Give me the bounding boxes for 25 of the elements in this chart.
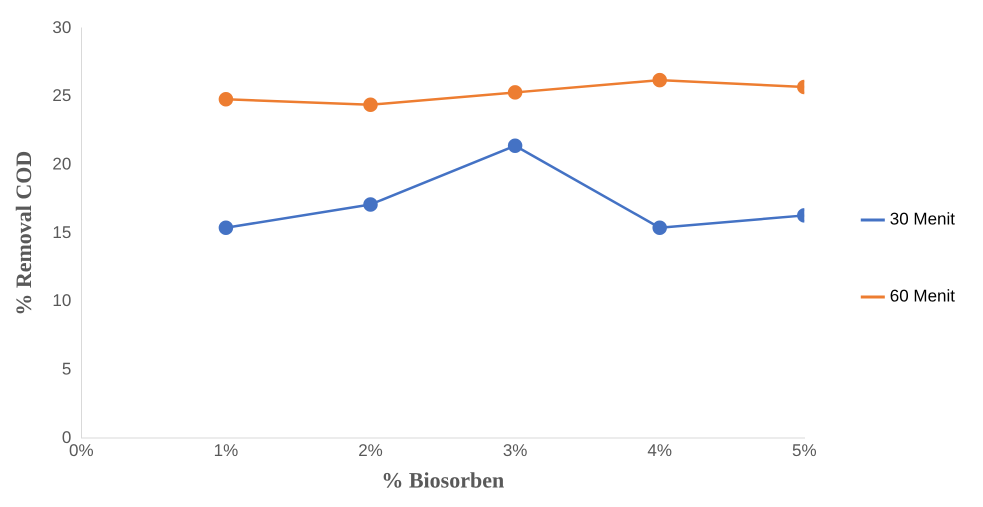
y-tick-label: 5	[62, 360, 72, 379]
y-tick-label: 0	[62, 428, 72, 447]
point	[508, 138, 522, 153]
x-tick-label: 0%	[69, 441, 94, 460]
y-tick-label: 20	[52, 154, 72, 174]
legend-label: 60 Menit	[890, 286, 956, 306]
x-axis-title: % Biosorben	[381, 467, 504, 492]
y-tick-label: 30	[52, 18, 72, 37]
x-tick-label: 3%	[502, 441, 528, 460]
y-axis-title: % Removal COD	[10, 150, 36, 316]
point	[508, 85, 522, 100]
point	[652, 220, 667, 235]
y-tick-label: 25	[52, 86, 72, 106]
legend-label: 30 Menit	[890, 210, 956, 229]
point	[218, 92, 234, 107]
x-tick-label: 2%	[358, 441, 383, 460]
y-tick-label: 15	[52, 222, 72, 242]
point	[363, 197, 378, 212]
x-tick-label: 5%	[792, 441, 817, 460]
point	[652, 72, 667, 88]
y-tick-label: 10	[52, 291, 72, 310]
point	[218, 220, 234, 235]
x-tick-label: 4%	[647, 441, 672, 460]
point	[363, 97, 378, 112]
x-tick-label: 1%	[214, 441, 238, 460]
